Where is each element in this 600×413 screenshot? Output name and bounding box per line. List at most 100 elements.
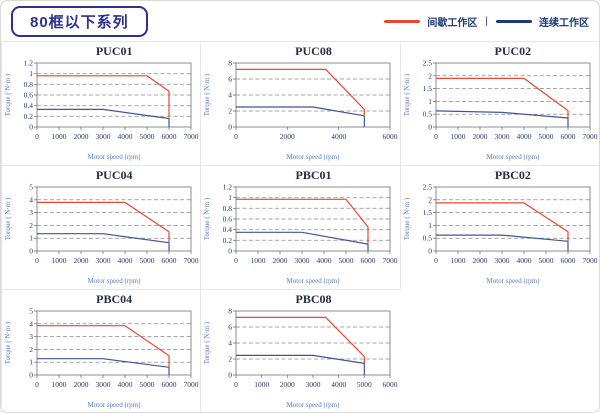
legend-item-intermittent: 间歇工作区 xyxy=(384,14,477,29)
svg-text:5000: 5000 xyxy=(538,132,553,141)
svg-text:1.5: 1.5 xyxy=(422,208,432,217)
svg-text:6000: 6000 xyxy=(560,256,575,265)
svg-text:0.4: 0.4 xyxy=(24,101,34,110)
chart-title: PBC04 xyxy=(96,292,133,306)
chart-cell-puc02: PUC02 0 0.5 1 1.5 2 2.5 0 1000 2000 3000 4000 5000 6… xyxy=(399,41,599,166)
svg-text:6: 6 xyxy=(229,75,233,84)
svg-text:0.4: 0.4 xyxy=(223,225,233,234)
svg-text:7000: 7000 xyxy=(184,380,199,389)
svg-text:3000: 3000 xyxy=(96,256,111,265)
svg-text:5000: 5000 xyxy=(140,256,155,265)
legend-separator: | xyxy=(485,15,488,27)
svg-text:5000: 5000 xyxy=(357,380,372,389)
svg-text:0.5: 0.5 xyxy=(422,110,432,119)
svg-text:4000: 4000 xyxy=(317,256,332,265)
svg-text:0.6: 0.6 xyxy=(24,91,34,100)
svg-text:0: 0 xyxy=(229,247,233,256)
svg-text:4000: 4000 xyxy=(118,132,133,141)
continuous-zone-line-icon xyxy=(496,19,532,23)
svg-text:Motor speed (rpm): Motor speed (rpm) xyxy=(88,401,142,409)
legend-item-continuous: 连续工作区 xyxy=(496,14,589,29)
svg-text:1000: 1000 xyxy=(52,256,67,265)
svg-text:0: 0 xyxy=(434,256,438,265)
svg-text:4000: 4000 xyxy=(516,256,531,265)
svg-text:1: 1 xyxy=(29,69,33,78)
svg-text:2000: 2000 xyxy=(472,256,487,265)
svg-text:2000: 2000 xyxy=(74,256,89,265)
svg-text:6000: 6000 xyxy=(361,256,376,265)
svg-text:0: 0 xyxy=(229,123,233,132)
svg-text:0: 0 xyxy=(35,132,39,141)
chart-title: PUC02 xyxy=(494,44,532,58)
svg-text:Motor speed (rpm): Motor speed (rpm) xyxy=(88,277,142,285)
intermittent-zone-line-icon xyxy=(384,19,421,23)
svg-text:7000: 7000 xyxy=(383,256,398,265)
svg-text:2: 2 xyxy=(428,195,432,204)
svg-text:6000: 6000 xyxy=(162,132,177,141)
svg-text:1000: 1000 xyxy=(255,380,270,389)
torque-speed-chart: 0 0.2 0.4 0.6 0.8 1 1.2 0 1000 2000 3000 4000 5000 60… xyxy=(3,59,199,162)
svg-text:4000: 4000 xyxy=(118,256,133,265)
svg-text:Motor speed (rpm): Motor speed (rpm) xyxy=(287,401,341,409)
chart-title: PBC08 xyxy=(295,292,332,306)
svg-text:0: 0 xyxy=(235,380,239,389)
svg-text:2000: 2000 xyxy=(280,132,295,141)
svg-text:2: 2 xyxy=(229,107,233,116)
svg-text:3: 3 xyxy=(29,208,33,217)
svg-text:4: 4 xyxy=(229,91,233,100)
svg-text:7000: 7000 xyxy=(582,256,597,265)
svg-text:6000: 6000 xyxy=(383,132,398,141)
svg-text:0: 0 xyxy=(35,256,39,265)
svg-text:1: 1 xyxy=(29,358,33,367)
svg-text:Motor speed (rpm): Motor speed (rpm) xyxy=(486,153,540,161)
svg-text:6000: 6000 xyxy=(560,132,575,141)
svg-text:1000: 1000 xyxy=(52,132,67,141)
svg-text:2: 2 xyxy=(229,355,233,364)
svg-text:0.8: 0.8 xyxy=(223,204,233,213)
svg-text:2000: 2000 xyxy=(74,380,89,389)
svg-text:0: 0 xyxy=(235,132,239,141)
svg-text:3000: 3000 xyxy=(494,256,509,265)
svg-text:5000: 5000 xyxy=(140,380,155,389)
chart-cell-puc04: PUC04 0 1 2 3 4 5 0 1000 2000 3000 4000 5000 6000 700… xyxy=(1,165,202,290)
chart-cell-pbc02: PBC02 0 0.5 1 1.5 2 2.5 0 1000 2000 3000 4000 5000 6… xyxy=(399,165,599,290)
svg-text:2: 2 xyxy=(29,345,33,354)
svg-text:Motor speed (rpm): Motor speed (rpm) xyxy=(486,277,540,285)
svg-text:4000: 4000 xyxy=(332,380,347,389)
svg-text:0.2: 0.2 xyxy=(223,236,233,245)
svg-text:7000: 7000 xyxy=(582,132,597,141)
svg-text:4: 4 xyxy=(29,319,33,328)
chart-cell-puc01: PUC01 0 0.2 0.4 0.6 0.8 1 1.2 0 1000 2000 3000 4000… xyxy=(1,41,202,166)
svg-text:0.8: 0.8 xyxy=(24,80,34,89)
svg-text:3: 3 xyxy=(29,332,33,341)
page-header: 80框以下系列 间歇工作区 | 连续工作区 xyxy=(1,1,599,41)
svg-text:0: 0 xyxy=(29,123,33,132)
legend-label-continuous: 连续工作区 xyxy=(539,17,589,29)
svg-text:Motor speed (rpm): Motor speed (rpm) xyxy=(287,277,341,285)
svg-text:2.5: 2.5 xyxy=(422,183,432,192)
torque-speed-chart: 0 1 2 3 4 5 0 1000 2000 3000 4000 5000 6000 7000 Motor… xyxy=(3,183,199,286)
svg-text:2: 2 xyxy=(428,71,432,80)
svg-text:8: 8 xyxy=(229,307,233,316)
svg-text:Torque ( N·m ): Torque ( N·m ) xyxy=(203,73,211,116)
svg-text:5000: 5000 xyxy=(140,132,155,141)
svg-text:2000: 2000 xyxy=(273,256,288,265)
chart-title: PBC02 xyxy=(494,168,531,182)
svg-text:7000: 7000 xyxy=(184,132,199,141)
charts-grid: PUC01 0 0.2 0.4 0.6 0.8 1 1.2 0 1000 2000 3000 4000… xyxy=(1,41,599,412)
chart-cell-puc08: PUC08 0 2 4 6 8 0 2000 4000 6000 Motor speed (rpm… xyxy=(200,41,401,166)
svg-text:5: 5 xyxy=(29,307,33,316)
svg-text:6000: 6000 xyxy=(383,380,398,389)
svg-text:7000: 7000 xyxy=(184,256,199,265)
svg-text:0.2: 0.2 xyxy=(24,112,34,121)
svg-text:1: 1 xyxy=(428,97,432,106)
svg-text:Motor speed (rpm): Motor speed (rpm) xyxy=(88,153,142,161)
svg-text:1000: 1000 xyxy=(450,256,465,265)
chart-title: PUC01 xyxy=(95,44,133,58)
chart-cell-pbc08: PBC08 0 2 4 6 8 0 1000 2000 3000 4000 5000 6000 Moto… xyxy=(200,289,401,412)
svg-text:3000: 3000 xyxy=(96,132,111,141)
svg-text:1: 1 xyxy=(229,193,233,202)
svg-text:Torque ( N·m ): Torque ( N·m ) xyxy=(4,73,12,116)
svg-text:1.2: 1.2 xyxy=(24,59,34,68)
